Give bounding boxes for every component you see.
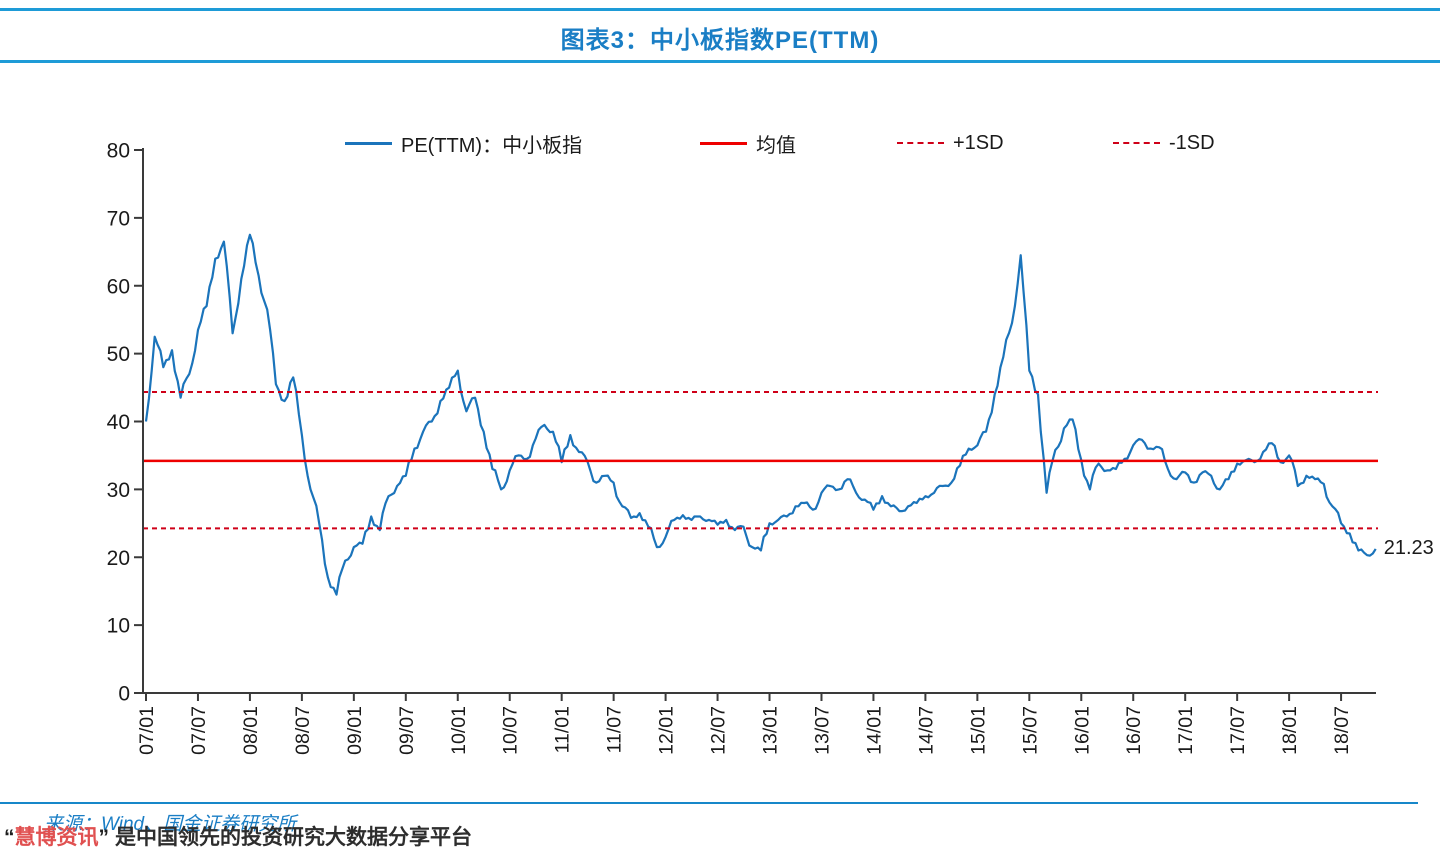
legend-item-plus1sd: +1SD xyxy=(897,131,1004,155)
legend-label-plus1sd: +1SD xyxy=(953,131,1004,154)
legend-label-pe: PE(TTM)：中小板指 xyxy=(401,134,583,157)
svg-text:14/07: 14/07 xyxy=(915,706,937,755)
svg-text:70: 70 xyxy=(107,207,130,230)
svg-text:40: 40 xyxy=(107,411,130,434)
svg-text:0: 0 xyxy=(118,683,130,706)
legend-line-red-dashed2-icon xyxy=(1113,142,1160,144)
svg-text:16/07: 16/07 xyxy=(1123,706,1145,755)
legend-label-mean: 均值 xyxy=(756,134,796,157)
svg-text:12/07: 12/07 xyxy=(708,706,730,755)
svg-text:80: 80 xyxy=(107,140,130,163)
svg-text:50: 50 xyxy=(107,343,130,366)
svg-text:60: 60 xyxy=(107,275,130,298)
svg-text:09/07: 09/07 xyxy=(396,706,418,755)
legend-label-minus1sd: -1SD xyxy=(1169,131,1215,154)
ref-lines-group xyxy=(143,391,1378,530)
svg-text:15/01: 15/01 xyxy=(967,706,989,755)
pe-chart-svg: 0 10 20 30 40 50 60 70 80 07/01 07/07 08/01 08/07 09/… xyxy=(107,140,1378,755)
svg-text:13/07: 13/07 xyxy=(811,706,833,755)
svg-text:10: 10 xyxy=(107,615,130,638)
watermark-open-quote: “ xyxy=(4,826,15,849)
watermark-close-quote: ” xyxy=(98,826,110,849)
svg-text:12/01: 12/01 xyxy=(656,706,678,755)
svg-text:11/01: 11/01 xyxy=(552,706,574,753)
svg-text:30: 30 xyxy=(107,479,130,502)
footer-rule xyxy=(0,802,1418,804)
legend-line-red-dashed-icon xyxy=(897,142,944,144)
svg-text:09/01: 09/01 xyxy=(344,706,366,755)
svg-text:13/01: 13/01 xyxy=(760,706,782,755)
legend-line-red-solid-icon xyxy=(700,141,747,145)
svg-text:14/01: 14/01 xyxy=(863,706,885,755)
watermark-tagline: 是中国领先的投资研究大数据分享平台 xyxy=(115,826,472,849)
svg-text:17/07: 17/07 xyxy=(1227,706,1249,755)
chart-title: 图表3：中小板指数PE(TTM) xyxy=(560,27,880,54)
axes-group xyxy=(134,148,1376,701)
legend-line-blue-icon xyxy=(345,141,392,145)
svg-text:10/01: 10/01 xyxy=(448,706,470,755)
watermark-line: “慧博资讯” 是中国领先的投资研究大数据分享平台 xyxy=(4,821,472,851)
svg-text:20: 20 xyxy=(107,547,130,570)
header-top-rule xyxy=(0,8,1440,11)
legend-item-pe: PE(TTM)：中小板指 xyxy=(345,131,583,157)
watermark-brand: 慧博资讯 xyxy=(14,826,99,849)
legend-item-minus1sd: -1SD xyxy=(1113,131,1215,155)
last-value-label: 21.23 xyxy=(1383,536,1434,559)
svg-text:07/01: 07/01 xyxy=(136,706,158,755)
svg-text:08/01: 08/01 xyxy=(240,706,262,755)
svg-text:07/07: 07/07 xyxy=(188,706,210,755)
svg-text:11/07: 11/07 xyxy=(604,706,626,753)
svg-text:18/01: 18/01 xyxy=(1279,706,1301,755)
header-bottom-rule xyxy=(0,60,1440,63)
svg-text:08/07: 08/07 xyxy=(292,706,314,755)
svg-text:17/01: 17/01 xyxy=(1175,706,1197,755)
tick-labels-group: 0 10 20 30 40 50 60 70 80 07/01 07/07 08/01 08/07 09/… xyxy=(107,140,1353,755)
svg-text:10/07: 10/07 xyxy=(500,706,522,755)
legend-item-mean: 均值 xyxy=(700,131,796,157)
svg-text:18/07: 18/07 xyxy=(1331,706,1353,755)
source-note: 来源：Wind、国金证券研究所 xyxy=(44,814,297,835)
svg-text:16/01: 16/01 xyxy=(1071,706,1093,755)
series-group xyxy=(144,233,1377,596)
svg-text:15/07: 15/07 xyxy=(1019,706,1041,755)
